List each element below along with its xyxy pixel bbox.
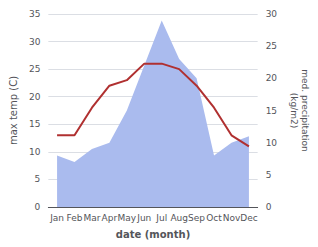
svg-text:Jun: Jun <box>136 213 151 223</box>
svg-text:35: 35 <box>29 9 40 19</box>
svg-text:20: 20 <box>266 73 278 83</box>
svg-text:20: 20 <box>29 92 41 102</box>
svg-text:med. precipitation: med. precipitation <box>300 69 310 151</box>
svg-text:Jul: Jul <box>155 213 167 223</box>
svg-text:Aug: Aug <box>170 213 188 223</box>
svg-text:15: 15 <box>266 106 277 116</box>
svg-text:(kg/m2): (kg/m2) <box>289 93 299 128</box>
svg-text:10: 10 <box>29 147 41 157</box>
svg-text:0: 0 <box>266 202 272 212</box>
svg-text:25: 25 <box>29 64 40 74</box>
svg-text:5: 5 <box>35 174 41 184</box>
svg-text:30: 30 <box>29 37 41 47</box>
svg-text:May: May <box>118 213 137 223</box>
svg-text:15: 15 <box>29 119 40 129</box>
svg-text:25: 25 <box>266 41 277 51</box>
svg-text:Oct: Oct <box>206 213 222 223</box>
svg-text:date (month): date (month) <box>116 229 190 240</box>
svg-text:5: 5 <box>266 170 272 180</box>
svg-text:Feb: Feb <box>67 213 83 223</box>
svg-text:Apr: Apr <box>102 213 118 223</box>
svg-text:Jan: Jan <box>49 213 64 223</box>
svg-text:10: 10 <box>266 138 278 148</box>
svg-text:max temp (C): max temp (C) <box>8 76 19 145</box>
svg-text:Dec: Dec <box>240 213 257 223</box>
svg-text:30: 30 <box>266 9 278 19</box>
svg-text:Mar: Mar <box>83 213 100 223</box>
svg-text:Nov: Nov <box>223 213 241 223</box>
svg-text:0: 0 <box>35 202 41 212</box>
svg-text:Sep: Sep <box>188 213 205 223</box>
